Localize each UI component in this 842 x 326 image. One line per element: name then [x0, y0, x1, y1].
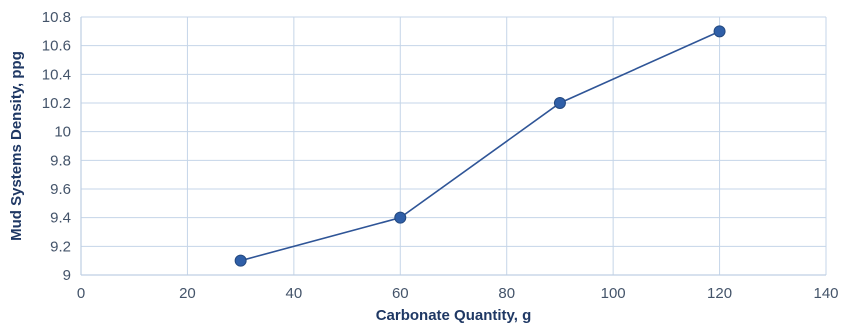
- y-tick-label: 10.4: [42, 66, 71, 83]
- x-tick-label: 80: [498, 285, 515, 302]
- series-line: [240, 30, 720, 262]
- axes: [80, 17, 826, 276]
- data-point: [553, 97, 566, 109]
- y-tick-label: 9.4: [50, 210, 71, 227]
- grid: [81, 16, 827, 275]
- x-tick-label: 120: [707, 285, 732, 302]
- data-point: [234, 254, 247, 267]
- y-tick-label: 9: [63, 267, 71, 284]
- x-tick-label: 140: [813, 285, 838, 302]
- y-tick-label: 9.6: [50, 181, 71, 198]
- tick-labels: 9 9.2 9.4 9.6 9.8 10 10.2 10.4 10.6 10.8 0 20 40 60 80…: [42, 9, 839, 302]
- x-tick-label: 100: [601, 285, 626, 302]
- x-tick-label: 0: [77, 285, 85, 302]
- y-tick-label: 10.8: [42, 9, 71, 26]
- y-tick-label: 9.8: [50, 152, 71, 169]
- y-tick-label: 9.2: [50, 238, 71, 255]
- x-axis-title: Carbonate Quantity, g: [376, 307, 532, 324]
- x-tick-label: 60: [392, 285, 409, 302]
- series: [234, 25, 726, 267]
- x-tick-label: 20: [179, 285, 196, 302]
- x-tick-label: 40: [286, 285, 303, 302]
- data-point: [713, 25, 726, 38]
- y-tick-label: 10.6: [42, 38, 71, 55]
- y-tick-label: 10: [54, 124, 71, 141]
- y-axis-title: Mud Systems Density, ppg: [8, 51, 25, 241]
- data-point: [394, 211, 407, 224]
- y-tick-label: 10.2: [42, 95, 71, 112]
